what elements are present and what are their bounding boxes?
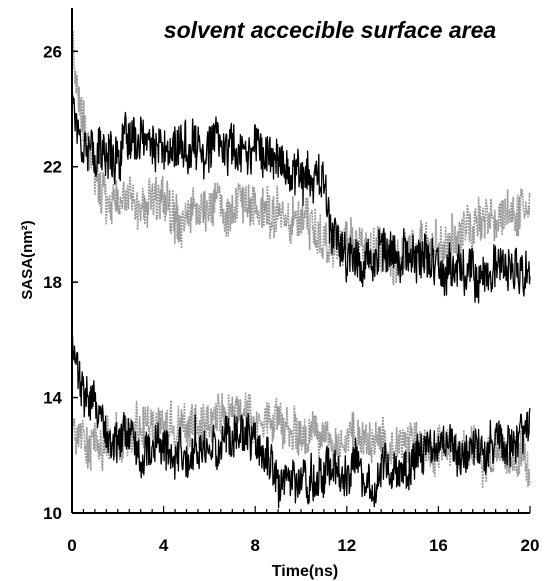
chart-title: solvent accecible surface area bbox=[164, 17, 497, 43]
x-tick-label: 20 bbox=[521, 536, 540, 555]
tick-layer: 0 4 8 12 16 20 10 14 18 22 26 bbox=[43, 42, 539, 555]
y-tick-label: 14 bbox=[43, 389, 62, 408]
x-tick-label: 4 bbox=[159, 536, 169, 555]
x-tick-label: 12 bbox=[337, 536, 356, 555]
series-layer bbox=[71, 7, 531, 509]
y-tick-label: 26 bbox=[43, 42, 62, 61]
x-axis-label: Time(ns) bbox=[272, 563, 338, 580]
series-line-1 bbox=[71, 7, 531, 286]
x-tick-label: 0 bbox=[67, 536, 76, 555]
y-axis-label: SASA(nm²) bbox=[19, 220, 36, 299]
y-tick-label: 10 bbox=[43, 504, 62, 523]
y-tick-label: 22 bbox=[43, 158, 62, 177]
series-line-3 bbox=[71, 391, 531, 490]
x-tick-label: 8 bbox=[250, 536, 259, 555]
series-line-2 bbox=[71, 334, 531, 509]
y-tick-label: 18 bbox=[43, 273, 62, 292]
series-line-0 bbox=[71, 70, 531, 304]
x-tick-label: 16 bbox=[429, 536, 448, 555]
